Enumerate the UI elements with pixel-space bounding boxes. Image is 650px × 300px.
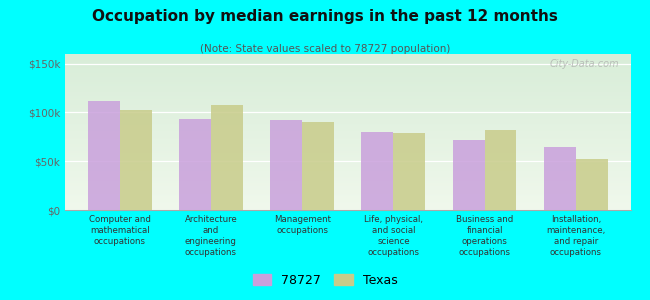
Bar (302, 122, 334, 210)
Bar (120, 110, 151, 210)
Bar (544, 147, 576, 210)
Bar (270, 120, 302, 210)
Bar (393, 133, 425, 210)
Text: (Note: State values scaled to 78727 population): (Note: State values scaled to 78727 popu… (200, 44, 450, 53)
Text: City-Data.com: City-Data.com (549, 59, 619, 69)
Bar (361, 132, 393, 210)
Bar (179, 119, 211, 210)
Bar (88, 101, 120, 210)
Bar (576, 159, 608, 210)
Text: Occupation by median earnings in the past 12 months: Occupation by median earnings in the pas… (92, 9, 558, 24)
Legend: 78727, Texas: 78727, Texas (249, 270, 401, 291)
Bar (452, 140, 484, 210)
Bar (211, 105, 243, 210)
Bar (484, 130, 517, 210)
